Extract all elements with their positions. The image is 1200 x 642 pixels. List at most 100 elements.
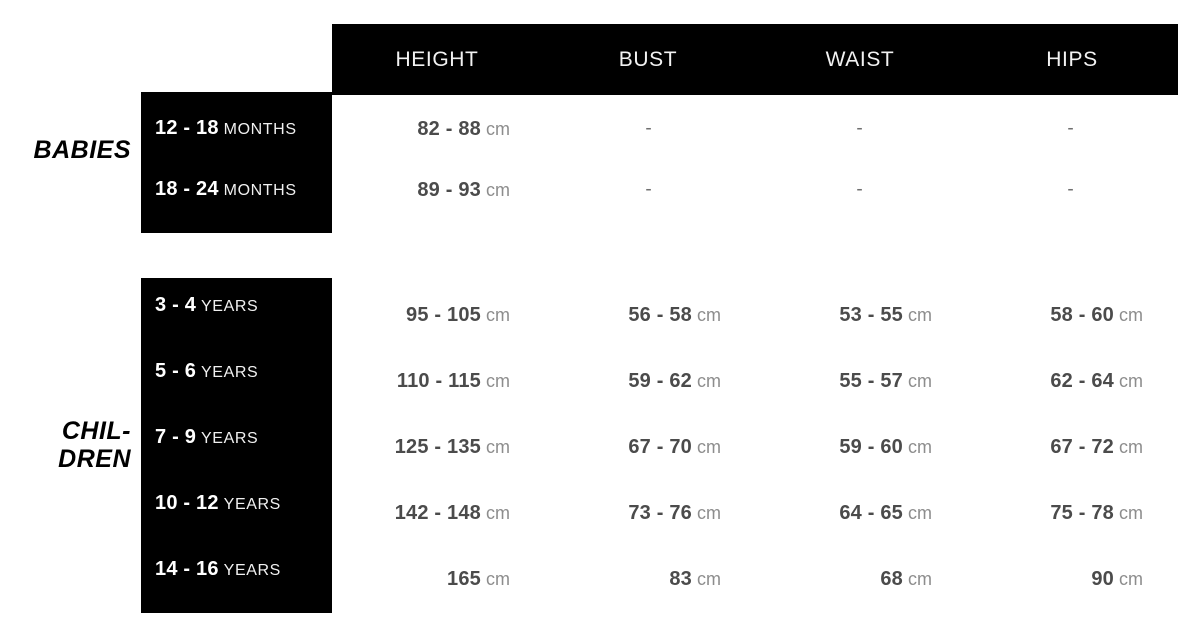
cell-unit: cm — [486, 179, 510, 200]
group-label-children-line-1: CHIL- — [61, 417, 131, 445]
group-label-babies: BABIES — [5, 136, 131, 164]
table-header-row: HEIGHT BUST WAIST HIPS — [332, 24, 1178, 95]
cell-value: 58 - 60 — [1050, 303, 1114, 326]
cell-value: 110 - 115 — [396, 369, 481, 392]
age-row-18-24-months: 18 - 24 MONTHS — [155, 178, 297, 201]
cell-value: 89 - 93 — [417, 178, 481, 201]
table-row: 89 - 93 cm - - - — [332, 175, 1178, 205]
age-unit: YEARS — [201, 298, 259, 315]
cell-unit: cm — [908, 370, 932, 391]
cell-value: - — [645, 179, 652, 200]
cell-unit: cm — [486, 304, 510, 325]
cell-waist: 53 - 55 cm — [754, 304, 965, 327]
cell-value: - — [645, 118, 652, 139]
cell-unit: cm — [697, 436, 721, 457]
table-row: 142 - 148 cm 73 - 76 cm 64 - 65 cm 75 - 78 c… — [332, 498, 1178, 528]
cell-hips: 58 - 60 cm — [965, 304, 1176, 327]
age-unit: YEARS — [201, 430, 259, 447]
cell-unit: cm — [486, 118, 510, 139]
cell-bust: - — [543, 118, 754, 140]
age-value: 3 - 4 — [155, 294, 197, 316]
column-header-height: HEIGHT — [395, 47, 479, 71]
cell-value: 59 - 60 — [839, 435, 903, 458]
cell-value: 56 - 58 — [628, 303, 692, 326]
cell-value: 125 - 135 — [394, 435, 481, 458]
age-value: 5 - 6 — [155, 360, 197, 382]
cell-hips: 90 cm — [965, 568, 1176, 591]
cell-bust: 83 cm — [543, 568, 754, 591]
cell-height: 95 - 105 cm — [332, 304, 543, 327]
cell-height: 82 - 88 cm — [332, 118, 543, 141]
cell-bust: 67 - 70 cm — [543, 436, 754, 459]
cell-hips: 75 - 78 cm — [965, 502, 1176, 525]
cell-hips: - — [965, 179, 1176, 201]
group-label-children-line-2: DREN — [58, 445, 131, 473]
group-label-children: CHIL- DREN — [5, 417, 131, 473]
cell-waist: 68 cm — [754, 568, 965, 591]
cell-value: 142 - 148 — [394, 501, 481, 524]
age-unit: MONTHS — [223, 121, 297, 138]
cell-bust: 59 - 62 cm — [543, 370, 754, 393]
age-row-3-4-years: 3 - 4 YEARS — [155, 294, 258, 317]
cell-unit: cm — [697, 370, 721, 391]
table-row: 95 - 105 cm 56 - 58 cm 53 - 55 cm 58 - 60 cm — [332, 300, 1178, 330]
cell-unit: cm — [908, 304, 932, 325]
cell-value: 95 - 105 — [406, 303, 481, 326]
cell-value: - — [856, 118, 863, 139]
cell-height: 165 cm — [332, 568, 543, 591]
cell-value: - — [856, 179, 863, 200]
age-row-7-9-years: 7 - 9 YEARS — [155, 426, 258, 449]
age-unit: MONTHS — [223, 182, 297, 199]
cell-value: 64 - 65 — [839, 501, 903, 524]
cell-unit: cm — [908, 436, 932, 457]
cell-height: 89 - 93 cm — [332, 179, 543, 202]
cell-value: 67 - 70 — [628, 435, 692, 458]
cell-value: 59 - 62 — [628, 369, 692, 392]
cell-unit: cm — [1119, 502, 1143, 523]
table-row: 125 - 135 cm 67 - 70 cm 59 - 60 cm 67 - 72 c… — [332, 432, 1178, 462]
cell-unit: cm — [697, 304, 721, 325]
cell-height: 142 - 148 cm — [332, 502, 543, 525]
cell-unit: cm — [908, 502, 932, 523]
cell-value: 82 - 88 — [417, 117, 481, 140]
cell-bust: - — [543, 179, 754, 201]
cell-waist: 59 - 60 cm — [754, 436, 965, 459]
age-value: 18 - 24 — [155, 178, 219, 200]
cell-value: 53 - 55 — [839, 303, 903, 326]
age-unit: YEARS — [223, 562, 281, 579]
table-row: 165 cm 83 cm 68 cm 90 cm — [332, 564, 1178, 594]
age-value: 7 - 9 — [155, 426, 197, 448]
cell-unit: cm — [486, 370, 510, 391]
cell-unit: cm — [1119, 568, 1143, 589]
cell-unit: cm — [486, 436, 510, 457]
age-row-12-18-months: 12 - 18 MONTHS — [155, 117, 297, 140]
cell-height: 110 - 115 cm — [332, 370, 543, 393]
cell-unit: cm — [1119, 370, 1143, 391]
cell-waist: - — [754, 179, 965, 201]
table-row: 82 - 88 cm - - - — [332, 114, 1178, 144]
cell-unit: cm — [697, 502, 721, 523]
group-label-babies-line-1: BABIES — [33, 136, 131, 164]
cell-value: - — [1067, 179, 1074, 200]
age-block-babies: 12 - 18 MONTHS 18 - 24 MONTHS — [141, 92, 332, 233]
age-row-5-6-years: 5 - 6 YEARS — [155, 360, 258, 383]
cell-bust: 73 - 76 cm — [543, 502, 754, 525]
age-row-10-12-years: 10 - 12 YEARS — [155, 492, 281, 515]
cell-bust: 56 - 58 cm — [543, 304, 754, 327]
cell-unit: cm — [1119, 436, 1143, 457]
age-value: 14 - 16 — [155, 558, 219, 580]
age-value: 12 - 18 — [155, 117, 219, 139]
table-row: 110 - 115 cm 59 - 62 cm 55 - 57 cm 62 - 64 c… — [332, 366, 1178, 396]
cell-value: 73 - 76 — [628, 501, 692, 524]
cell-value: 55 - 57 — [839, 369, 903, 392]
age-row-14-16-years: 14 - 16 YEARS — [155, 558, 281, 581]
cell-value: 75 - 78 — [1050, 501, 1114, 524]
column-header-bust: BUST — [618, 47, 678, 71]
cell-unit: cm — [908, 568, 932, 589]
cell-value: 67 - 72 — [1050, 435, 1114, 458]
cell-value: 68 — [880, 567, 903, 590]
age-unit: YEARS — [201, 364, 259, 381]
cell-value: 165 — [447, 567, 481, 590]
age-unit: YEARS — [223, 496, 281, 513]
